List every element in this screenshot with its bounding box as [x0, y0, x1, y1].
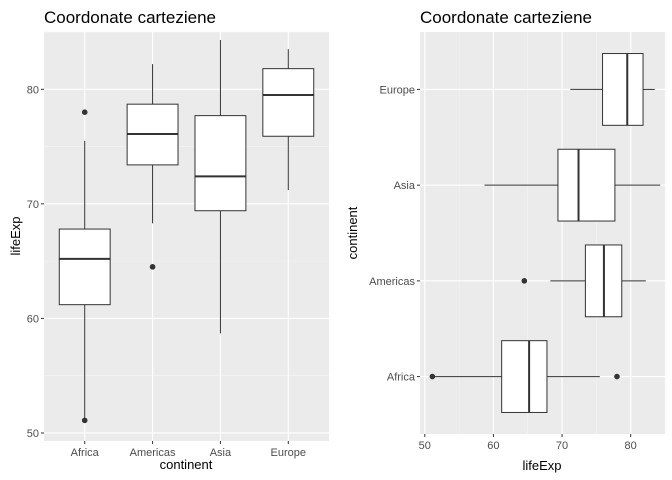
y-axis-title: continent	[345, 206, 360, 259]
outlier-point	[149, 264, 156, 270]
box-europe	[262, 49, 315, 191]
outlier-point	[81, 109, 88, 115]
box-africa	[58, 109, 111, 424]
box-americas	[126, 64, 179, 270]
chart-title: Coordonate carteziene	[44, 8, 216, 27]
box-iqr	[262, 68, 315, 137]
boxes	[429, 53, 661, 413]
x-tick-label: Asia	[210, 447, 232, 459]
box-asia	[194, 40, 247, 334]
x-tick-label: 80	[625, 440, 637, 452]
tick-labels: 50 60 70 80 Africa Americas Asia Europe	[27, 84, 306, 459]
outlier-point	[614, 373, 620, 380]
y-tick-label: Africa	[387, 372, 416, 384]
box-iqr	[557, 148, 616, 222]
boxes	[58, 40, 315, 424]
box-europe	[570, 53, 655, 126]
x-tick-label: Americas	[130, 447, 176, 459]
y-tick-label: 70	[27, 199, 39, 211]
box-asia	[484, 148, 661, 222]
x-tick-label: 50	[419, 440, 431, 452]
tick-labels: 50 60 70 80 Africa Americas Asia Europe	[369, 84, 637, 452]
box-africa	[429, 340, 620, 413]
y-tick-label: 80	[27, 84, 39, 96]
chart-vertical-boxplot: Coordonate carteziene 50 60 70 80 Africa Amer…	[8, 8, 329, 472]
x-axis-title: continent	[160, 457, 213, 472]
box-iqr	[602, 53, 644, 126]
box-iqr	[58, 228, 111, 306]
box-iqr	[194, 115, 247, 212]
y-tick-label: 50	[27, 428, 39, 440]
box-americas	[521, 244, 646, 318]
chart-horizontal-boxplot: Coordonate carteziene 50 60 70 80 Africa Amer…	[345, 8, 666, 473]
y-tick-label: Americas	[369, 276, 415, 288]
y-tick-label: Europe	[380, 84, 415, 96]
outlier-point	[81, 417, 88, 424]
y-tick-label: Asia	[394, 180, 416, 192]
outlier-point	[521, 278, 528, 284]
x-tick-label: 60	[487, 440, 499, 452]
x-tick-label: Africa	[71, 447, 100, 459]
box-iqr	[501, 340, 548, 413]
x-tick-label: 70	[556, 440, 568, 452]
x-tick-label: Europe	[271, 447, 306, 459]
chart-title: Coordonate carteziene	[420, 8, 592, 27]
x-axis-title: lifeExp	[522, 458, 561, 473]
outlier-point	[429, 373, 436, 380]
y-axis-title: lifeExp	[8, 216, 23, 255]
y-tick-label: 60	[27, 313, 39, 325]
